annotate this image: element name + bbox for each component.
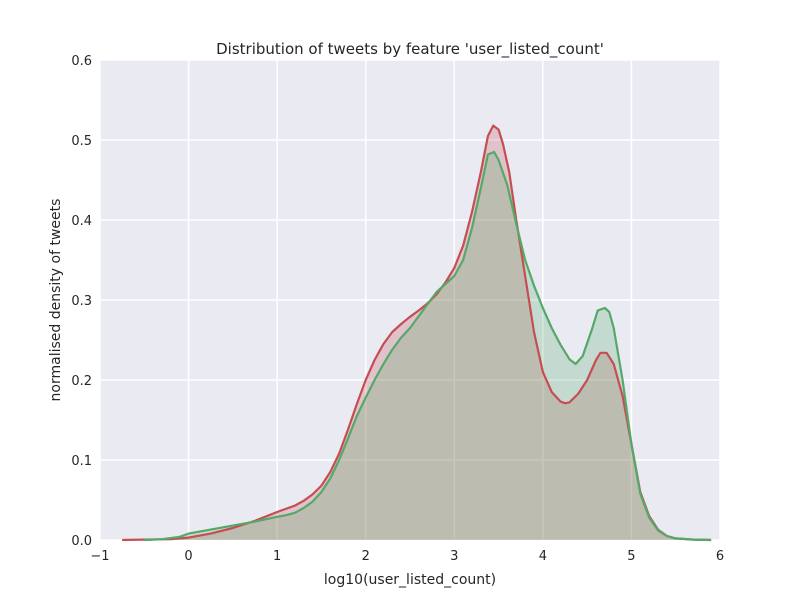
x-tick-label: 4 <box>539 549 547 564</box>
y-axis-ticks: 0.0 0.1 0.2 0.3 0.4 0.5 0.6 <box>71 54 92 549</box>
y-tick-label: 0.6 <box>71 54 92 69</box>
y-tick-label: 0.3 <box>71 294 92 309</box>
x-tick-label: 2 <box>362 549 370 564</box>
y-tick-label: 0.2 <box>71 374 92 389</box>
x-tick-label: 6 <box>716 549 724 564</box>
density-line-2 <box>144 150 712 542</box>
x-axis-label: log10(user_listed_count) <box>324 572 496 588</box>
x-tick-label: 5 <box>627 549 635 564</box>
chart-title: Distribution of tweets by feature 'user_… <box>216 40 604 59</box>
density-lines <box>122 124 712 542</box>
x-axis-ticks: −1 0 1 2 3 4 5 6 <box>90 549 724 564</box>
y-tick-label: 0.5 <box>71 134 92 149</box>
y-axis-label: normalised density of tweets <box>48 199 64 402</box>
x-tick-label: 0 <box>184 549 192 564</box>
y-tick-label: 0.0 <box>71 534 92 549</box>
density-area-1 <box>122 125 712 540</box>
x-tick-label: −1 <box>90 549 109 564</box>
y-tick-label: 0.4 <box>71 214 92 229</box>
x-tick-label: 3 <box>450 549 458 564</box>
density-area-2 <box>144 152 712 540</box>
grid-lines <box>99 59 721 541</box>
y-tick-label: 0.1 <box>71 454 92 469</box>
x-tick-label: 1 <box>273 549 281 564</box>
density-areas <box>122 125 712 540</box>
density-line-1 <box>122 124 712 542</box>
